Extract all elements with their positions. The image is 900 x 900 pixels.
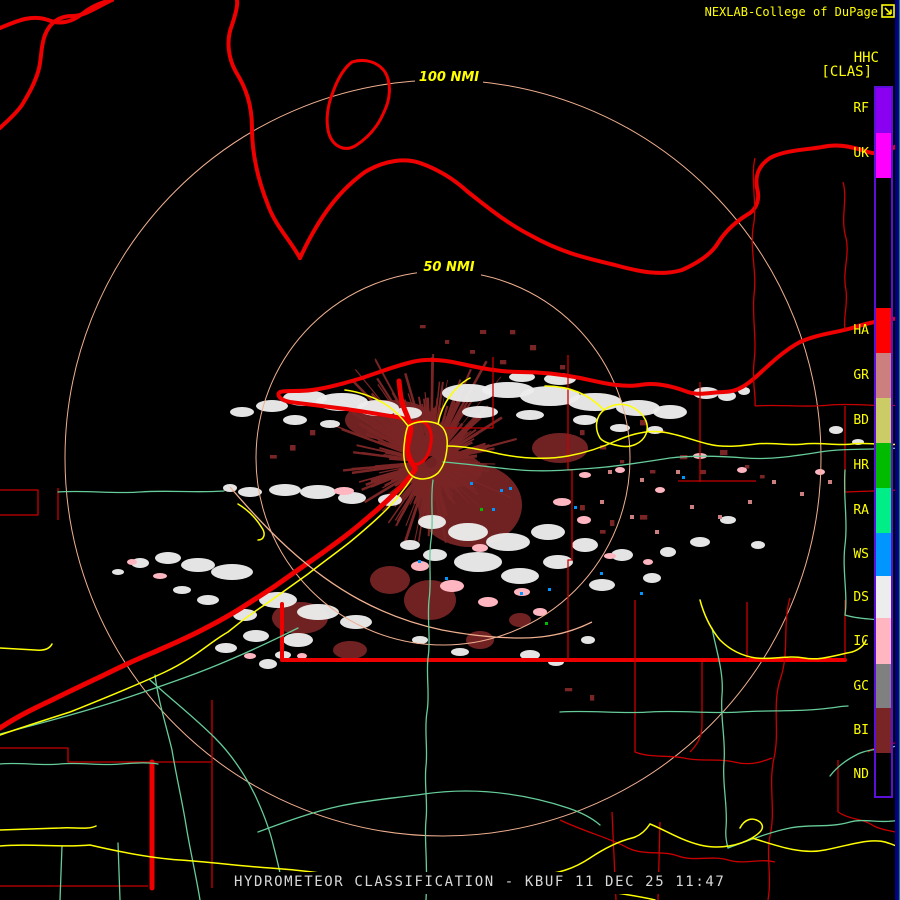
ring-label-plate-100 — [415, 66, 483, 87]
legend-block-ic — [876, 618, 891, 664]
legend-label-bi: BI — [853, 723, 869, 738]
legend-block-rf — [876, 88, 891, 133]
legend-block-nd — [876, 753, 891, 796]
legend-block-ds — [876, 576, 891, 618]
external-link-icon — [881, 4, 895, 18]
legend-block-gap — [876, 178, 891, 308]
legend-block-gc — [876, 664, 891, 708]
ring-label-plate-50 — [417, 256, 481, 277]
legend-label-gr: GR — [853, 368, 869, 383]
window-edge-strip — [895, 0, 899, 900]
legend-label-gc: GC — [853, 679, 869, 694]
legend-block-bd — [876, 398, 891, 443]
legend-label-bd: BD — [853, 413, 869, 428]
legend-block-gr — [876, 353, 891, 398]
legend-label-nd: ND — [853, 767, 869, 782]
legend-color-bar — [874, 86, 893, 798]
legend-label-uk: UK — [853, 146, 869, 161]
legend-label-ds: DS — [853, 590, 869, 605]
legend-label-ra: RA — [853, 503, 869, 518]
product-code-label: HHC — [853, 50, 879, 66]
product-tag-label: [CLAS] — [821, 64, 872, 80]
legend-block-ws — [876, 533, 891, 576]
status-bar: HYDROMETEOR CLASSIFICATION - KBUF 11 DEC… — [230, 873, 730, 891]
legend-label-ic: IC — [853, 634, 869, 649]
legend-label-hr: HR — [853, 458, 869, 473]
secondary-road-layer — [229, 486, 593, 639]
legend-block-hr — [876, 443, 891, 488]
legend-block-bi — [876, 708, 891, 753]
ring-label-100nmi: 100 NMI — [419, 70, 479, 85]
legend-block-uk — [876, 133, 891, 178]
legend-block-ra — [876, 488, 891, 533]
ring-label-50nmi: 50 NMI — [423, 260, 474, 275]
legend-label-ws: WS — [853, 547, 869, 562]
brand-watermark: NEXLAB-College of DuPage — [704, 5, 878, 19]
legend-label-ha: HA — [853, 323, 869, 338]
legend-block-ha — [876, 308, 891, 353]
legend-label-rf: RF — [853, 101, 869, 116]
